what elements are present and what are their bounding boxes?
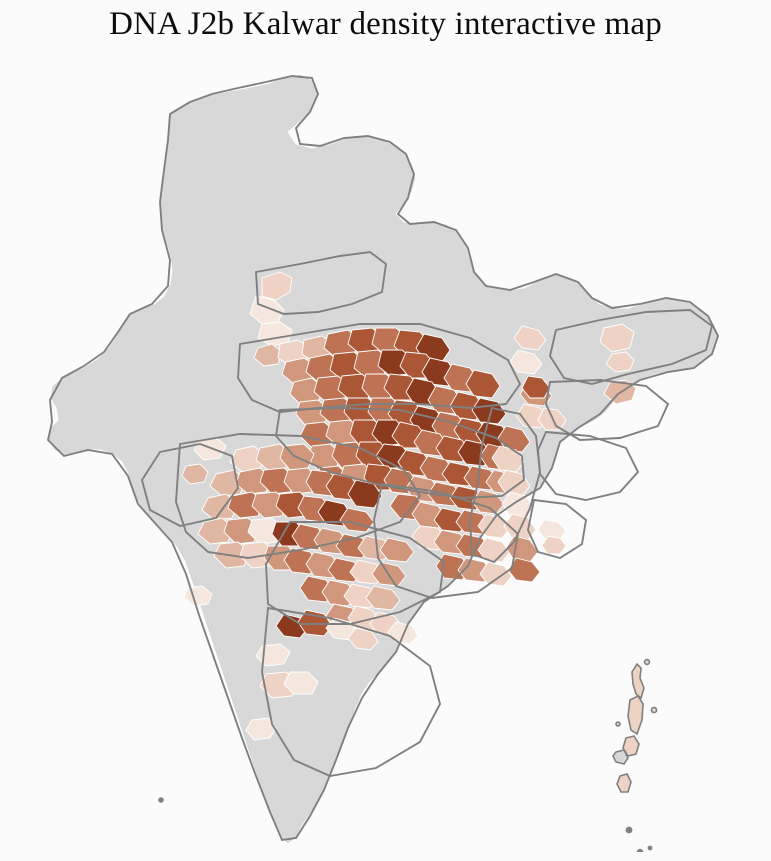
district-patch	[599, 323, 635, 353]
district-patch	[347, 627, 379, 651]
district-patch	[197, 517, 235, 545]
district-patch	[521, 375, 551, 399]
district-patch	[245, 717, 277, 741]
district-patch	[365, 585, 401, 611]
india-choropleth-map[interactable]	[0, 52, 771, 852]
state-boundaries	[46, 75, 720, 842]
district-patch	[477, 537, 511, 563]
andaman-nicobar-islands[interactable]	[158, 658, 658, 852]
district-patch	[283, 671, 319, 695]
page-title: DNA J2b Kalwar density interactive map	[109, 6, 662, 42]
district-patch	[541, 535, 567, 555]
district-patch	[379, 537, 415, 563]
district-patch	[465, 369, 501, 399]
district-patch	[387, 621, 419, 645]
district-patch	[253, 343, 283, 367]
district-patch	[181, 463, 209, 485]
district-patch	[479, 561, 513, 587]
district-patch	[513, 325, 547, 351]
district-patch	[605, 351, 635, 373]
district-patch	[261, 271, 293, 301]
choropleth-districts[interactable]	[181, 271, 637, 741]
map-svg[interactable]	[0, 52, 771, 852]
